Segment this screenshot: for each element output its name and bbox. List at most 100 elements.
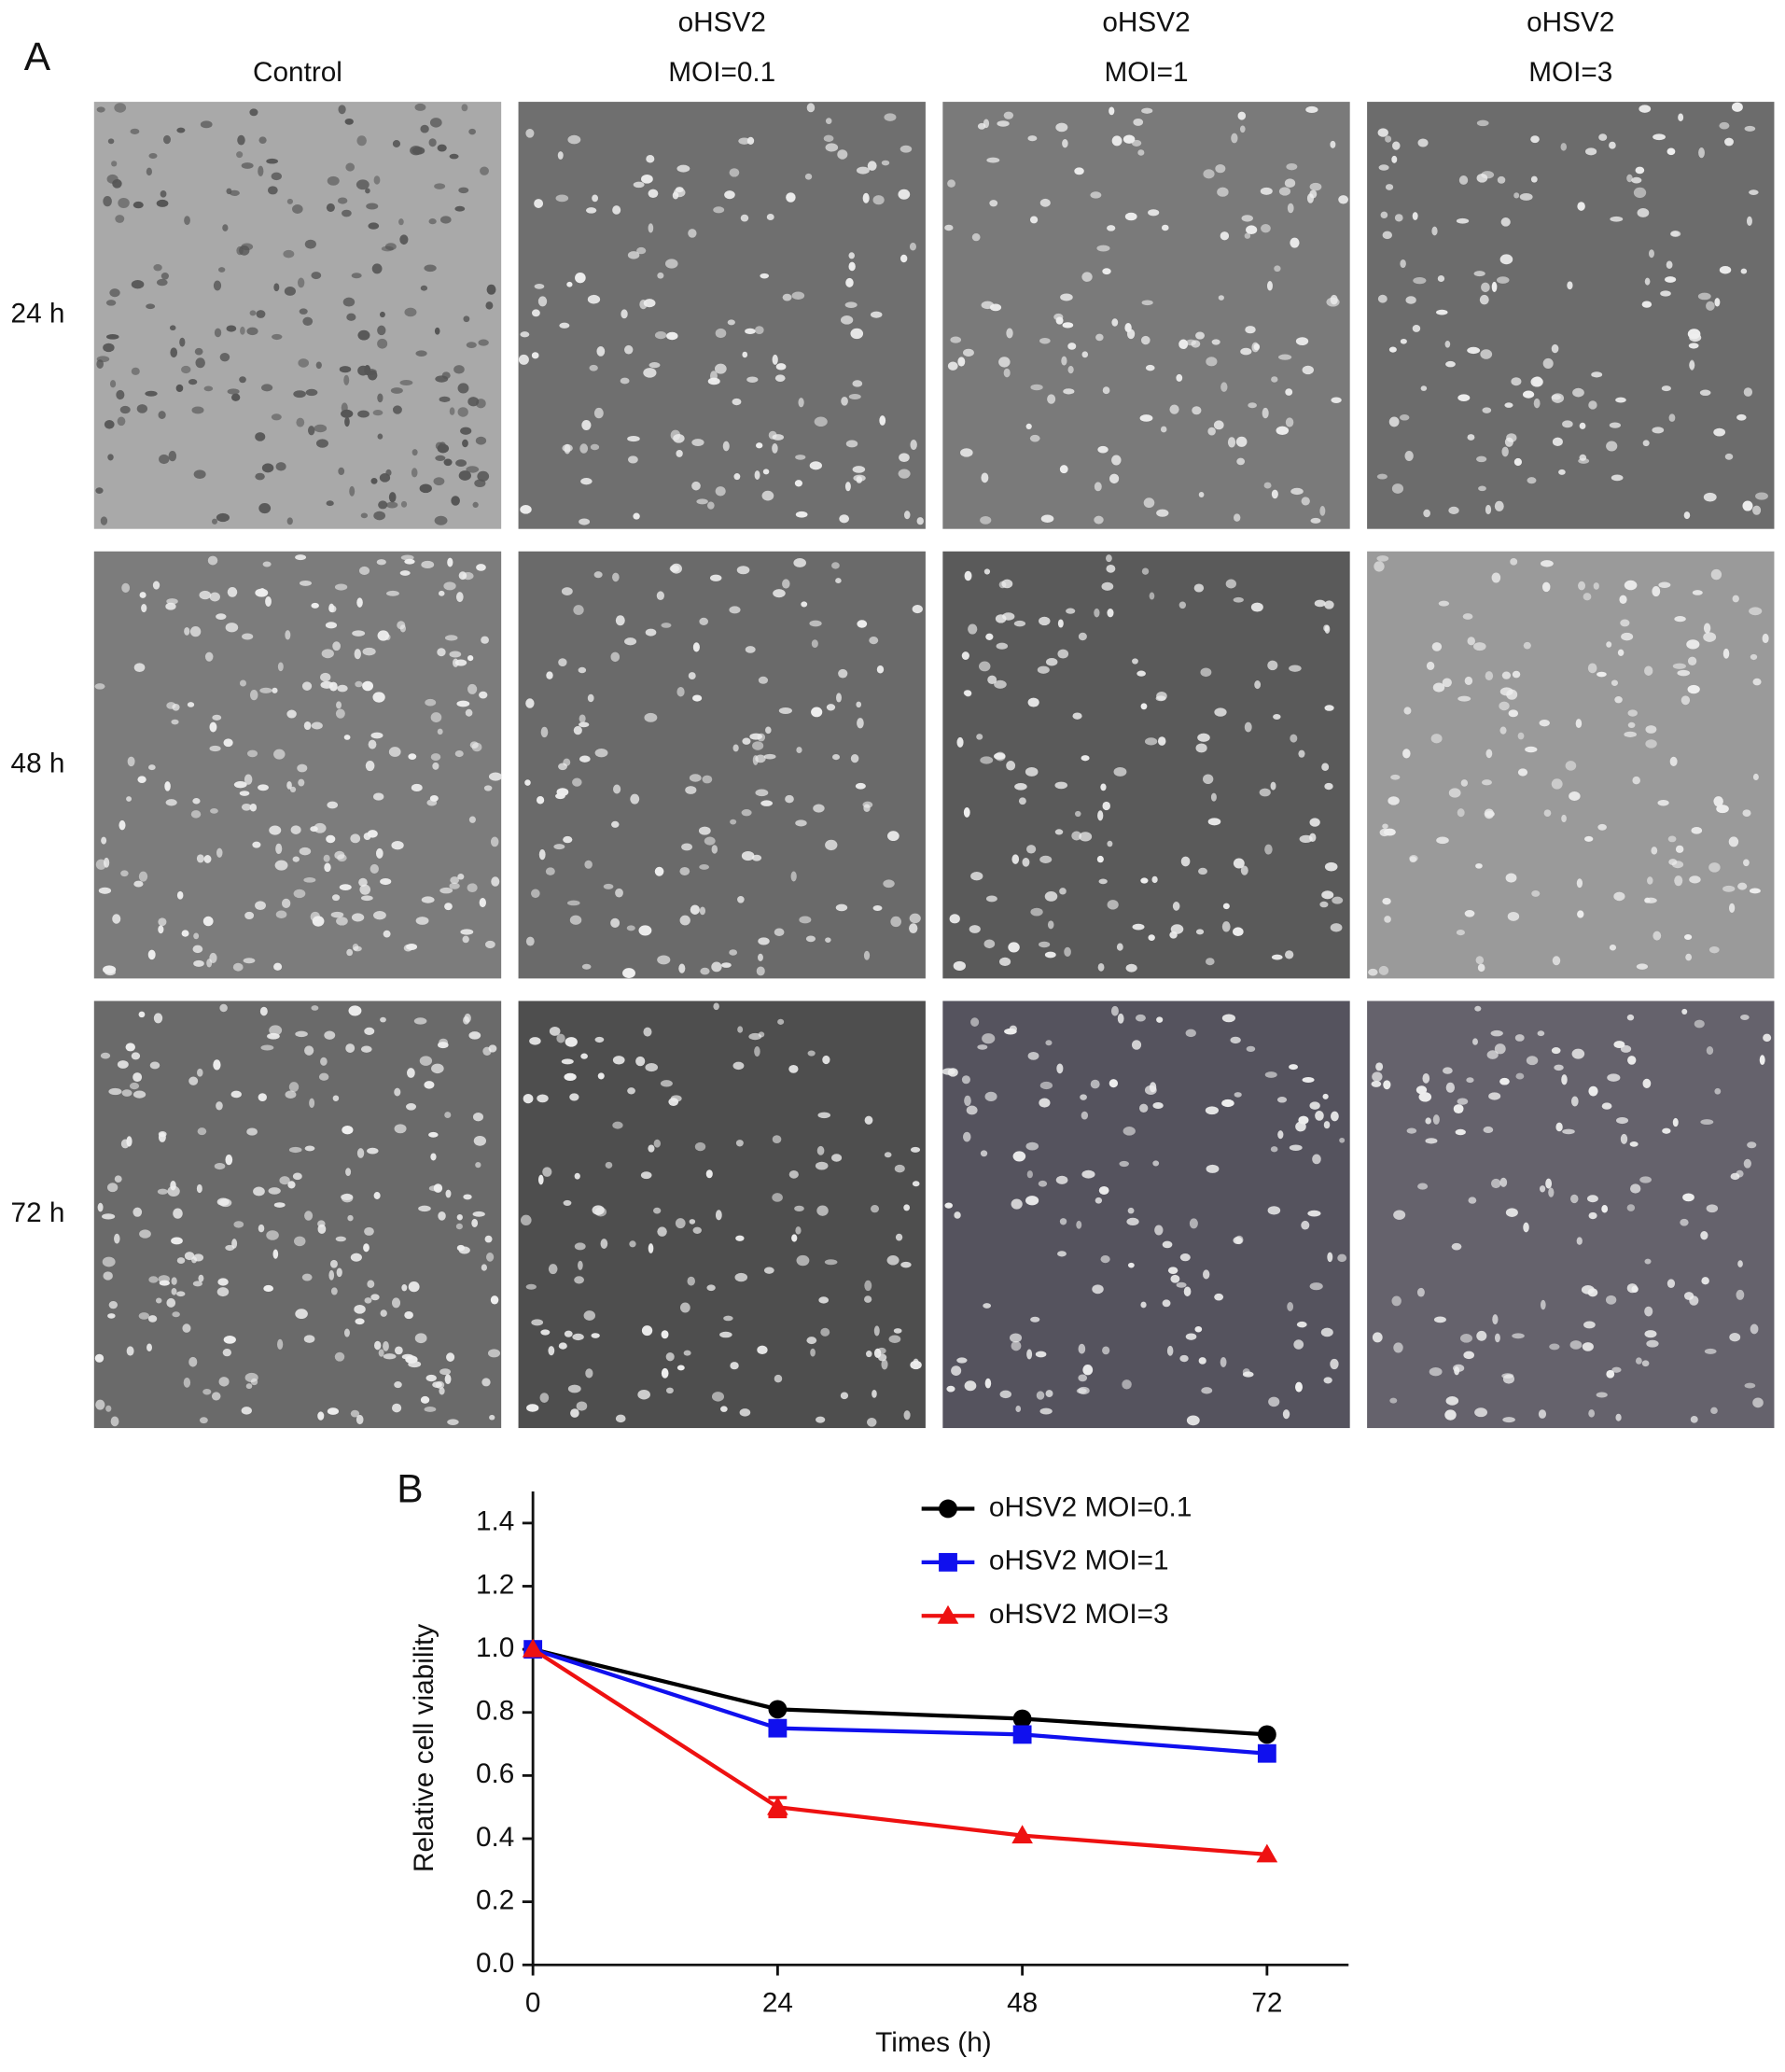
cell [1109, 473, 1120, 484]
cell [138, 1312, 150, 1320]
cell [454, 205, 466, 212]
cell [299, 580, 312, 586]
marker [768, 1700, 788, 1719]
cell [1706, 301, 1715, 311]
cell [850, 328, 864, 340]
cell [370, 732, 383, 739]
cell [107, 1313, 116, 1319]
cell [1686, 639, 1700, 650]
cell [977, 1044, 988, 1050]
cell [1102, 268, 1111, 275]
cell [795, 511, 808, 518]
cell [1611, 1366, 1622, 1373]
cell [1626, 1204, 1636, 1211]
cell [1551, 778, 1563, 790]
cell [899, 453, 910, 463]
cell [989, 200, 998, 207]
cell [273, 749, 286, 760]
cell [165, 602, 176, 610]
cell [998, 357, 1011, 368]
cell [1148, 209, 1160, 217]
cell [1185, 1029, 1196, 1038]
cell [840, 315, 854, 325]
cell [1627, 721, 1636, 729]
cell [399, 380, 413, 385]
cell [1425, 1117, 1431, 1125]
cell [700, 967, 710, 975]
cell [1457, 1098, 1469, 1105]
cell [956, 736, 964, 748]
cell [1480, 349, 1493, 359]
cell [709, 574, 722, 581]
cell [1504, 437, 1513, 447]
cell [1481, 779, 1492, 786]
cell [1082, 1365, 1094, 1376]
cell [1749, 607, 1763, 616]
cell [1740, 1015, 1750, 1020]
cell [1233, 1237, 1243, 1244]
cell [807, 1050, 816, 1057]
cell [1490, 1029, 1503, 1037]
cell [1011, 854, 1020, 864]
cell [193, 469, 206, 479]
cell [594, 1036, 605, 1043]
cell [94, 1353, 105, 1363]
cell [587, 693, 594, 703]
cell [156, 199, 169, 207]
cell [877, 1353, 887, 1362]
cell [165, 799, 177, 806]
cell [1576, 1237, 1583, 1245]
cell [1060, 293, 1073, 301]
cell [1457, 394, 1471, 401]
cell [1192, 406, 1202, 415]
cell [320, 680, 334, 689]
cell [244, 774, 253, 785]
cell [1475, 862, 1483, 869]
cell [1246, 1045, 1256, 1053]
cell [1025, 766, 1039, 777]
cell [1729, 1333, 1741, 1342]
cell [691, 481, 701, 491]
cell [1542, 357, 1554, 369]
cell [311, 1005, 319, 1011]
cell [1124, 212, 1137, 221]
cell [772, 1193, 783, 1202]
cell [136, 404, 148, 413]
cell [354, 1305, 366, 1314]
cell [820, 1327, 830, 1337]
cell [1479, 294, 1489, 305]
cell [1644, 277, 1651, 286]
cell [752, 755, 759, 765]
cell [1057, 1251, 1067, 1257]
cell [864, 1280, 872, 1292]
cell [1111, 135, 1123, 147]
cell [692, 642, 700, 652]
cell [961, 1075, 970, 1085]
cell [437, 728, 443, 735]
cell [138, 1011, 146, 1018]
cell [301, 1273, 313, 1281]
cell [273, 1202, 286, 1208]
cell [487, 1349, 501, 1358]
cell [1473, 642, 1486, 651]
cell [1691, 827, 1703, 834]
cell [95, 487, 104, 495]
cell [1327, 1252, 1333, 1263]
cell [1399, 414, 1410, 421]
cell [1198, 1357, 1206, 1365]
cell [1627, 709, 1638, 717]
cell [913, 1358, 919, 1365]
cell [1298, 749, 1305, 758]
cell [288, 1146, 302, 1154]
cell [981, 472, 989, 483]
cell [1137, 149, 1145, 156]
cell [1030, 1316, 1040, 1323]
cell [814, 416, 828, 427]
cell [689, 1219, 696, 1225]
cell [388, 747, 401, 757]
cell [252, 841, 261, 848]
column-header: Control [253, 57, 342, 88]
cell [420, 285, 428, 291]
cell [1119, 1160, 1129, 1168]
